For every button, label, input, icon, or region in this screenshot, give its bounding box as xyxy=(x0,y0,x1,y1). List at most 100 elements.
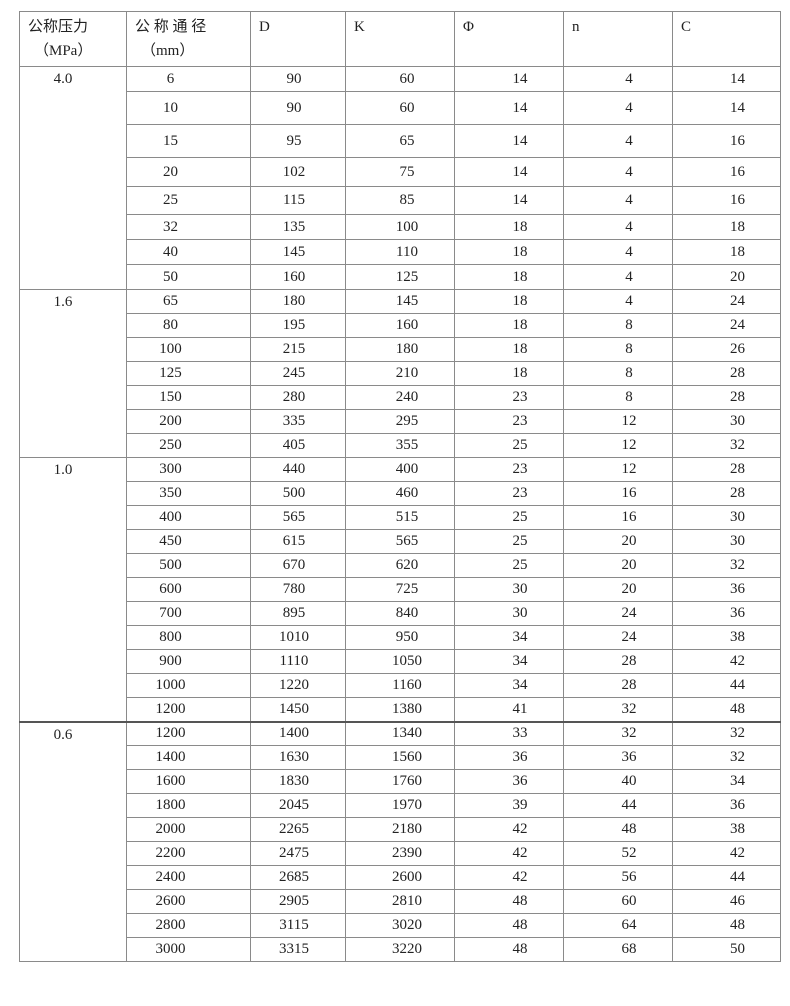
cell-n: 16 xyxy=(563,481,673,506)
cell-nominal-diameter: 3000 xyxy=(126,937,251,962)
cell-phi: 18 xyxy=(454,289,564,314)
table-row: 350 500 460 23 16 28 xyxy=(20,481,781,506)
cell-n: 24 xyxy=(563,601,673,626)
cell-n: 8 xyxy=(563,385,673,410)
header-K: K xyxy=(345,11,455,67)
cell-C: 42 xyxy=(672,841,781,866)
cell-C: 28 xyxy=(672,361,781,386)
cell-n: 20 xyxy=(563,553,673,578)
cell-phi: 18 xyxy=(454,313,564,338)
cell-n: 16 xyxy=(563,505,673,530)
cell-phi: 34 xyxy=(454,673,564,698)
cell-phi: 14 xyxy=(454,66,564,92)
cell-K: 100 xyxy=(345,214,455,240)
cell-C: 16 xyxy=(672,124,781,158)
cell-D: 3315 xyxy=(250,937,346,962)
cell-C: 30 xyxy=(672,409,781,434)
cell-phi: 18 xyxy=(454,214,564,240)
table-row: 800 1010 950 34 24 38 xyxy=(20,625,781,650)
cell-phi: 48 xyxy=(454,913,564,938)
cell-K: 1970 xyxy=(345,793,455,818)
cell-nominal-diameter: 80 xyxy=(126,313,251,338)
cell-C: 16 xyxy=(672,186,781,215)
cell-n: 4 xyxy=(563,239,673,265)
cell-C: 28 xyxy=(672,385,781,410)
cell-C: 36 xyxy=(672,601,781,626)
header-pressure-label: 公称压力 xyxy=(28,19,89,35)
cell-D: 135 xyxy=(250,214,346,240)
cell-nominal-diameter: 50 xyxy=(126,264,251,290)
table-row: 600 780 725 30 20 36 xyxy=(20,577,781,602)
cell-nominal-diameter: 400 xyxy=(126,505,251,530)
cell-C: 42 xyxy=(672,649,781,674)
cell-n: 8 xyxy=(563,337,673,362)
cell-nominal-diameter: 300 xyxy=(126,457,251,482)
header-nominal-pressure: 公称压力 （MPa） xyxy=(19,11,127,67)
table-row: 10 90 60 14 4 14 xyxy=(20,91,781,125)
cell-C: 18 xyxy=(672,214,781,240)
cell-phi: 18 xyxy=(454,337,564,362)
cell-D: 2045 xyxy=(250,793,346,818)
cell-D: 615 xyxy=(250,529,346,554)
cell-nominal-diameter: 125 xyxy=(126,361,251,386)
cell-D: 280 xyxy=(250,385,346,410)
table-row: 2000 2265 2180 42 48 38 xyxy=(20,817,781,842)
cell-phi: 25 xyxy=(454,433,564,458)
cell-K: 3020 xyxy=(345,913,455,938)
table-row: 125 245 210 18 8 28 xyxy=(20,361,781,386)
table-row: 900 1110 1050 34 28 42 xyxy=(20,649,781,674)
cell-K: 60 xyxy=(345,66,455,92)
cell-K: 515 xyxy=(345,505,455,530)
cell-K: 620 xyxy=(345,553,455,578)
cell-nominal-diameter: 2200 xyxy=(126,841,251,866)
cell-K: 1340 xyxy=(345,720,455,746)
table-row: 3000 3315 3220 48 68 50 xyxy=(20,937,781,962)
cell-n: 36 xyxy=(563,745,673,770)
cell-nominal-diameter: 200 xyxy=(126,409,251,434)
table-row: 1600 1830 1760 36 40 34 xyxy=(20,769,781,794)
cell-K: 240 xyxy=(345,385,455,410)
cell-D: 670 xyxy=(250,553,346,578)
cell-C: 26 xyxy=(672,337,781,362)
cell-n: 68 xyxy=(563,937,673,962)
cell-K: 295 xyxy=(345,409,455,434)
cell-phi: 48 xyxy=(454,937,564,962)
header-n: n xyxy=(563,11,673,67)
cell-n: 24 xyxy=(563,625,673,650)
cell-C: 14 xyxy=(672,66,781,92)
cell-C: 36 xyxy=(672,577,781,602)
cell-D: 1220 xyxy=(250,673,346,698)
cell-K: 160 xyxy=(345,313,455,338)
header-diameter-unit: （mm） xyxy=(141,43,195,59)
cell-K: 1160 xyxy=(345,673,455,698)
table-row: 1.0 300 440 400 23 12 28 xyxy=(19,457,781,722)
table-row: 1800 2045 1970 39 44 36 xyxy=(20,793,781,818)
cell-D: 90 xyxy=(250,91,346,125)
cell-nominal-pressure: 1.6 xyxy=(19,289,127,458)
cell-n: 48 xyxy=(563,817,673,842)
table-row: 40 145 110 18 4 18 xyxy=(20,239,781,265)
cell-K: 85 xyxy=(345,186,455,215)
cell-K: 355 xyxy=(345,433,455,458)
cell-D: 245 xyxy=(250,361,346,386)
cell-nominal-diameter: 1600 xyxy=(126,769,251,794)
cell-K: 2810 xyxy=(345,889,455,914)
cell-K: 1050 xyxy=(345,649,455,674)
cell-phi: 42 xyxy=(454,817,564,842)
cell-nominal-diameter: 1400 xyxy=(126,745,251,770)
cell-n: 20 xyxy=(563,529,673,554)
cell-D: 500 xyxy=(250,481,346,506)
cell-C: 24 xyxy=(672,289,781,314)
cell-D: 1110 xyxy=(250,649,346,674)
cell-n: 20 xyxy=(563,577,673,602)
cell-C: 14 xyxy=(672,91,781,125)
table-row: 32 135 100 18 4 18 xyxy=(20,214,781,240)
cell-D: 3115 xyxy=(250,913,346,938)
table-row: 1000 1220 1160 34 28 44 xyxy=(20,673,781,698)
cell-n: 8 xyxy=(563,361,673,386)
cell-D: 780 xyxy=(250,577,346,602)
cell-n: 32 xyxy=(563,697,673,722)
cell-K: 65 xyxy=(345,124,455,158)
cell-nominal-diameter: 150 xyxy=(126,385,251,410)
cell-nominal-diameter: 1200 xyxy=(126,720,251,746)
